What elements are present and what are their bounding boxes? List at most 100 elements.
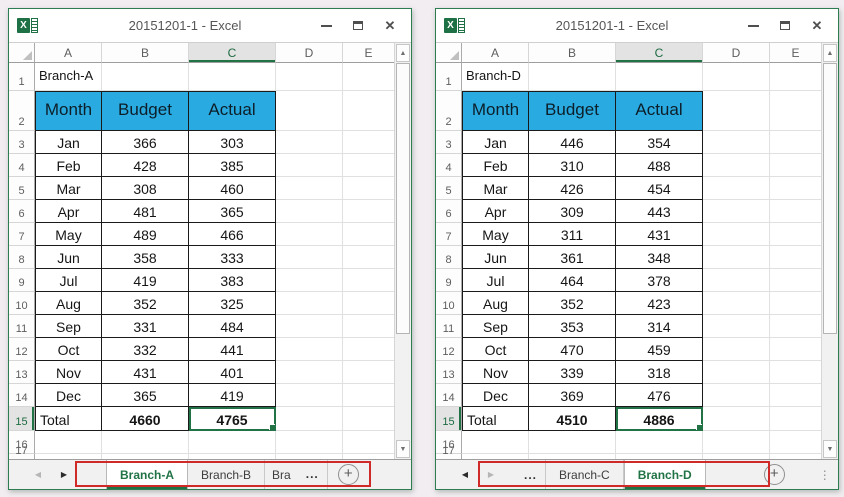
cell-D3[interactable] — [703, 131, 770, 154]
cell-E3[interactable] — [770, 131, 821, 154]
row-header-16[interactable]: 16 — [9, 431, 35, 454]
row-header-9[interactable]: 9 — [9, 269, 35, 292]
cell-B10[interactable]: 352 — [529, 292, 616, 315]
cell-B14[interactable]: 369 — [529, 384, 616, 407]
cell-E13[interactable] — [770, 361, 821, 384]
tab-nav-left-button[interactable]: ◀ — [461, 470, 469, 479]
cell-C5[interactable]: 460 — [189, 177, 276, 200]
cell-B11[interactable]: 331 — [102, 315, 189, 338]
scroll-down-button[interactable]: ▼ — [396, 440, 410, 458]
cell-A17[interactable] — [462, 454, 529, 459]
cell-B9[interactable]: 464 — [529, 269, 616, 292]
cell-D1[interactable] — [276, 63, 343, 91]
select-all-corner[interactable] — [9, 43, 35, 63]
cell-E16[interactable] — [343, 431, 394, 454]
cell-A14[interactable]: Dec — [462, 384, 529, 407]
row-header-7[interactable]: 7 — [436, 223, 462, 246]
row-header-1[interactable]: 1 — [9, 63, 35, 91]
scroll-up-button[interactable]: ▲ — [823, 44, 837, 62]
cell-B13[interactable]: 339 — [529, 361, 616, 384]
cell-C7[interactable]: 466 — [189, 223, 276, 246]
tab-nav-left-button[interactable]: ◀ — [34, 470, 42, 479]
row-header-17[interactable]: 17 — [436, 445, 462, 459]
cell-E16[interactable] — [770, 431, 821, 454]
titlebar[interactable]: X 20151201-1 - Excel ✕ — [436, 9, 838, 42]
row-header-8[interactable]: 8 — [9, 246, 35, 269]
cell-B7[interactable]: 489 — [102, 223, 189, 246]
cell-D10[interactable] — [276, 292, 343, 315]
fill-handle[interactable] — [269, 424, 275, 430]
cell-D6[interactable] — [276, 200, 343, 223]
cell-B15[interactable]: 4510 — [529, 407, 616, 431]
cell-D3[interactable] — [276, 131, 343, 154]
cell-E8[interactable] — [770, 246, 821, 269]
cell-B2[interactable]: Budget — [529, 91, 616, 131]
row-header-2[interactable]: 2 — [9, 91, 35, 131]
cell-D11[interactable] — [276, 315, 343, 338]
cell-E7[interactable] — [770, 223, 821, 246]
cell-C10[interactable]: 325 — [189, 292, 276, 315]
cell-C14[interactable]: 419 — [189, 384, 276, 407]
row-header-13[interactable]: 13 — [436, 361, 462, 384]
cell-B1[interactable] — [102, 63, 189, 91]
scrollbar-thumb[interactable] — [823, 63, 837, 334]
cell-D17[interactable] — [703, 454, 770, 459]
cell-A3[interactable]: Jan — [462, 131, 529, 154]
cell-A12[interactable]: Oct — [35, 338, 102, 361]
cell-E9[interactable] — [343, 269, 394, 292]
cell-C6[interactable]: 365 — [189, 200, 276, 223]
cell-E15[interactable] — [770, 407, 821, 431]
fill-handle[interactable] — [696, 424, 702, 430]
active-cell-C15[interactable]: 4886 — [616, 407, 703, 431]
column-header-B[interactable]: B — [102, 43, 189, 63]
row-header-9[interactable]: 9 — [436, 269, 462, 292]
cell-A4[interactable]: Feb — [462, 154, 529, 177]
row-header-5[interactable]: 5 — [436, 177, 462, 200]
row-header-1[interactable]: 1 — [436, 63, 462, 91]
cell-A8[interactable]: Jun — [35, 246, 102, 269]
column-header-E[interactable]: E — [770, 43, 821, 63]
cell-E13[interactable] — [343, 361, 394, 384]
sheet-tab-bra[interactable]: Bra — [272, 467, 291, 482]
cell-E10[interactable] — [343, 292, 394, 315]
row-header-6[interactable]: 6 — [9, 200, 35, 223]
cell-D10[interactable] — [703, 292, 770, 315]
cell-A15[interactable]: Total — [35, 407, 102, 431]
cell-A16[interactable] — [35, 431, 102, 454]
cell-A16[interactable] — [462, 431, 529, 454]
cell-D14[interactable] — [703, 384, 770, 407]
cell-C16[interactable] — [189, 431, 276, 454]
cell-C11[interactable]: 484 — [189, 315, 276, 338]
row-header-8[interactable]: 8 — [436, 246, 462, 269]
cell-D13[interactable] — [703, 361, 770, 384]
cell-D16[interactable] — [703, 431, 770, 454]
cell-D2[interactable] — [276, 91, 343, 131]
cell-E3[interactable] — [343, 131, 394, 154]
new-sheet-button[interactable]: + — [337, 464, 359, 485]
column-header-A[interactable]: A — [462, 43, 529, 63]
cell-D7[interactable] — [276, 223, 343, 246]
cell-B3[interactable]: 366 — [102, 131, 189, 154]
cell-C8[interactable]: 333 — [189, 246, 276, 269]
column-header-D[interactable]: D — [703, 43, 770, 63]
cell-C4[interactable]: 385 — [189, 154, 276, 177]
cell-A4[interactable]: Feb — [35, 154, 102, 177]
cell-E12[interactable] — [343, 338, 394, 361]
cell-D13[interactable] — [276, 361, 343, 384]
minimize-button[interactable] — [740, 16, 766, 36]
maximize-button[interactable] — [772, 16, 798, 36]
cell-B13[interactable]: 431 — [102, 361, 189, 384]
maximize-button[interactable] — [345, 16, 371, 36]
cell-D2[interactable] — [703, 91, 770, 131]
cell-C4[interactable]: 488 — [616, 154, 703, 177]
cell-B8[interactable]: 358 — [102, 246, 189, 269]
tab-nav-right-button[interactable]: ▶ — [487, 470, 495, 479]
cell-D17[interactable] — [276, 454, 343, 459]
cell-E14[interactable] — [343, 384, 394, 407]
cell-C13[interactable]: 401 — [189, 361, 276, 384]
cell-C1[interactable] — [616, 63, 703, 91]
row-header-13[interactable]: 13 — [9, 361, 35, 384]
close-button[interactable]: ✕ — [377, 16, 403, 36]
cell-A12[interactable]: Oct — [462, 338, 529, 361]
cell-C5[interactable]: 454 — [616, 177, 703, 200]
